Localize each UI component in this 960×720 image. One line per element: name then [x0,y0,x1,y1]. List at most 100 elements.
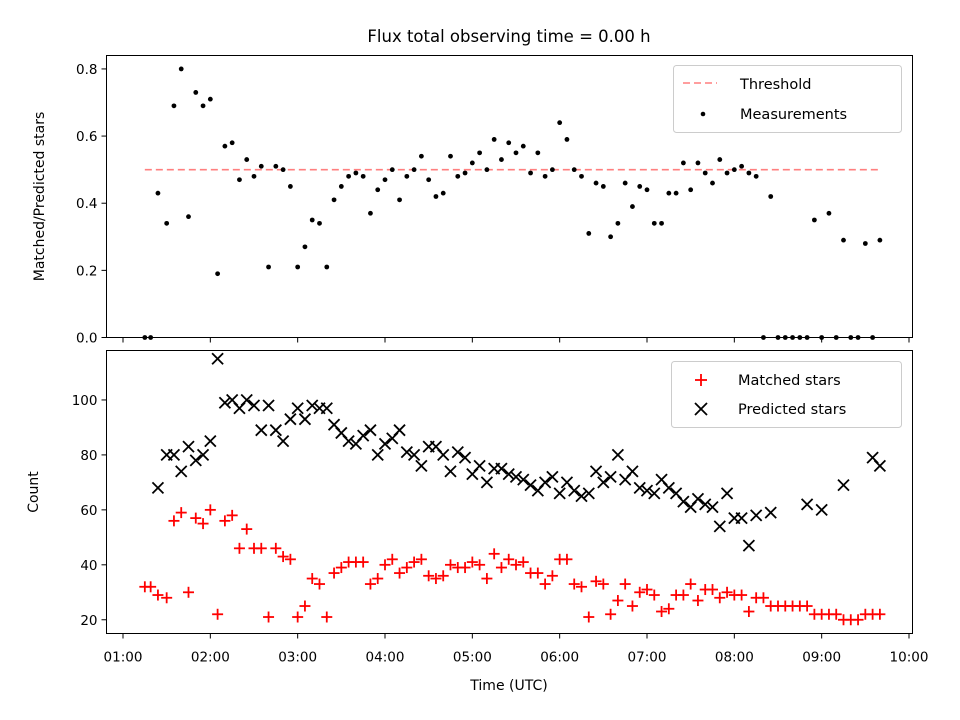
x-tick-label: 03:00 [278,650,317,666]
matched-point [503,553,515,565]
matched-point [619,578,631,590]
legend-measurements-label: Measurements [740,107,847,123]
matched-point [328,567,340,579]
x-tick-label: 01:00 [104,650,143,666]
measurement-point [797,335,803,340]
matched-point [532,567,544,579]
predicted-point [815,503,828,516]
measurement-point [491,137,497,142]
measurement-point [426,177,432,183]
measurement-point [338,184,344,189]
predicted-point [247,399,261,412]
bottom-y-ticks: 20 40 60 80 100 [72,393,107,629]
matched-point [459,562,471,574]
predicted-point [298,413,312,426]
predicted-point [458,451,472,464]
measurement-point [644,187,650,193]
matched-point [401,562,413,574]
measurement-point [651,220,657,226]
measurement-point [375,187,381,193]
predicted-point [320,402,333,415]
top-y-tick-label: 0.2 [76,263,97,279]
predicted-point [691,492,705,506]
measurement-point [870,335,876,340]
matched-point [583,611,595,623]
measurement-point [273,163,279,169]
measurement-point [768,194,774,199]
measurement-point [790,335,795,340]
measurement-point [251,173,257,179]
predicted-point [837,478,850,492]
matched-point [204,504,216,516]
predicted-point [415,459,428,473]
measurement-point [761,335,766,340]
matched-point [386,553,398,565]
measurement-point [418,153,424,159]
matched-point [437,570,449,582]
measurement-point [462,170,468,176]
matched-point [190,512,202,524]
bottom-y-tick-label: 40 [80,558,97,574]
predicted-point [306,399,319,412]
matched-point [626,600,638,612]
measurement-point [579,173,584,179]
predicted-point [357,429,370,442]
matched-point [488,548,500,560]
top-y-tick-label: 0.6 [76,129,97,145]
predicted-point [182,440,195,453]
x-tick-label: 09:00 [802,650,841,666]
predicted-point [764,506,777,519]
measurement-point [397,197,402,203]
measurement-point [309,217,315,223]
top-y-ticks: 0.0 0.2 0.4 0.6 0.8 [76,62,107,347]
matched-point [284,553,296,565]
legend-predicted-swatch [694,402,708,416]
top-y-tick-label: 0.8 [76,62,97,78]
matched-point [306,573,318,585]
measurement-point [148,335,154,340]
matched-point [634,586,646,598]
measurement-point [542,173,548,179]
predicted-point [167,448,181,462]
matched-point [314,578,325,590]
predicted-point [582,487,595,500]
predicted-point [648,487,661,500]
measurement-point [600,184,606,189]
predicted-point [291,402,304,415]
predicted-point [473,459,486,473]
matched-point [408,556,420,568]
matched-point [641,584,653,596]
predicted-points [151,352,887,552]
predicted-point [240,393,253,407]
measurement-point [155,190,161,196]
measurement-point [222,143,228,149]
measurement-point [331,197,337,203]
measurement-point [287,184,293,189]
predicted-point [393,424,406,437]
predicted-point [524,478,537,492]
measurement-point [353,170,359,176]
measurement-point [448,153,453,159]
predicted-point [502,468,515,481]
measurement-point [324,264,330,270]
measurement-point [360,173,366,179]
matched-point [801,600,813,612]
measurement-point [702,170,708,176]
matched-point [394,567,406,579]
predicted-point [480,476,494,489]
predicted-point [211,352,224,365]
matched-points [139,504,886,626]
predicted-point [517,473,530,486]
matched-point [152,589,164,601]
measurement-point [608,234,614,240]
matched-point [423,570,435,582]
measurement-point [302,244,308,250]
measurement-point [819,335,825,340]
bottom-y-tick-label: 100 [72,393,98,409]
bottom-y-axis-label: Count [26,471,42,513]
measurement-point [841,237,846,243]
top-plot: 0.00.20.40.60.8 Matched/Predicted stars … [32,55,913,347]
predicted-point [509,470,523,484]
predicted-point [706,500,719,514]
